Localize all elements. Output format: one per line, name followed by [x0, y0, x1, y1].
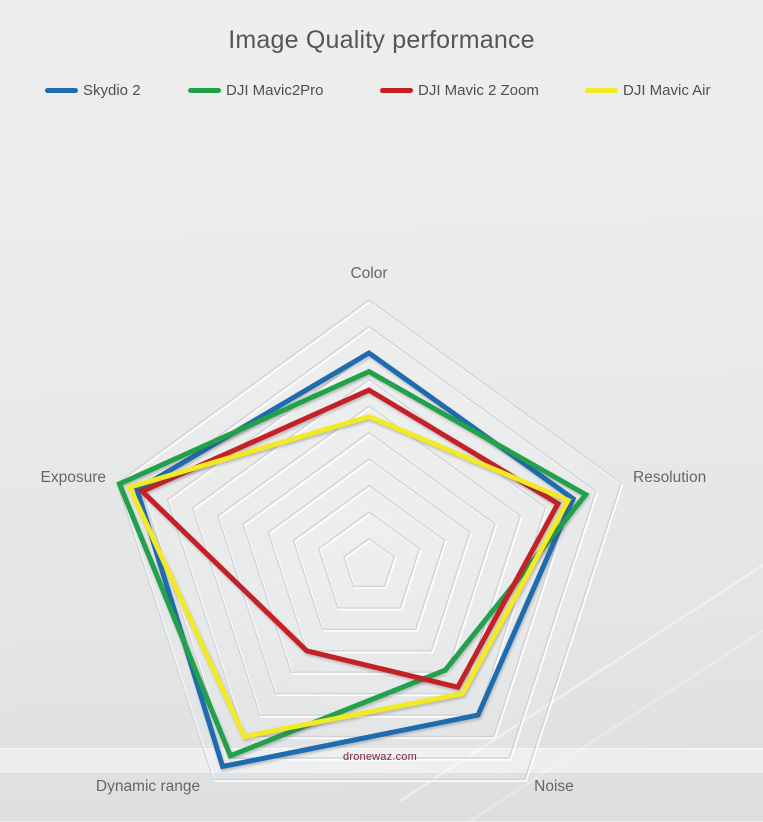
grid-ring-2	[317, 511, 421, 609]
grid-ring-3	[292, 484, 446, 630]
grid-ring-7	[191, 378, 547, 716]
legend-swatch-dji-mavic-2-zoom	[380, 88, 413, 93]
axis-label-resolution: Resolution	[633, 469, 707, 486]
grid-ring-5	[242, 431, 496, 673]
chart-title: Image Quality performance	[228, 26, 535, 54]
series-line-skydio-2	[134, 350, 577, 770]
legend-label: DJI Mavic 2 Zoom	[418, 82, 539, 99]
legend-item-dji-mavic-2-zoom: DJI Mavic 2 Zoom	[380, 82, 539, 99]
axis-label-color: Color	[350, 265, 388, 282]
axis-label-dynamic-range: Dynamic range	[95, 778, 201, 795]
grid-ring-1	[342, 537, 396, 588]
legend-label: DJI Mavic2Pro	[226, 82, 324, 99]
legend-swatch-skydio-2	[45, 88, 78, 93]
grid-ring-4	[267, 458, 471, 652]
legend-swatch-dji-mavic2pro	[188, 88, 221, 93]
series-line-dji-mavic2pro	[116, 368, 590, 760]
legend-label: Skydio 2	[83, 82, 141, 99]
axis-label-exposure: Exposure	[40, 469, 106, 486]
legend-item-skydio-2: Skydio 2	[45, 82, 141, 99]
grid-ring-10	[116, 299, 622, 781]
axis-label-noise: Noise	[534, 778, 574, 795]
legend-item-dji-mavic-air: DJI Mavic Air	[585, 82, 711, 99]
legend-swatch-dji-mavic-air	[585, 88, 618, 93]
legend-item-dji-mavic2pro: DJI Mavic2Pro	[188, 82, 324, 99]
legend-label: DJI Mavic Air	[623, 82, 711, 99]
grid-ring-6	[216, 405, 522, 695]
watermark: dronewaz.com	[343, 751, 417, 763]
series-line-dji-mavic-air	[126, 413, 572, 740]
